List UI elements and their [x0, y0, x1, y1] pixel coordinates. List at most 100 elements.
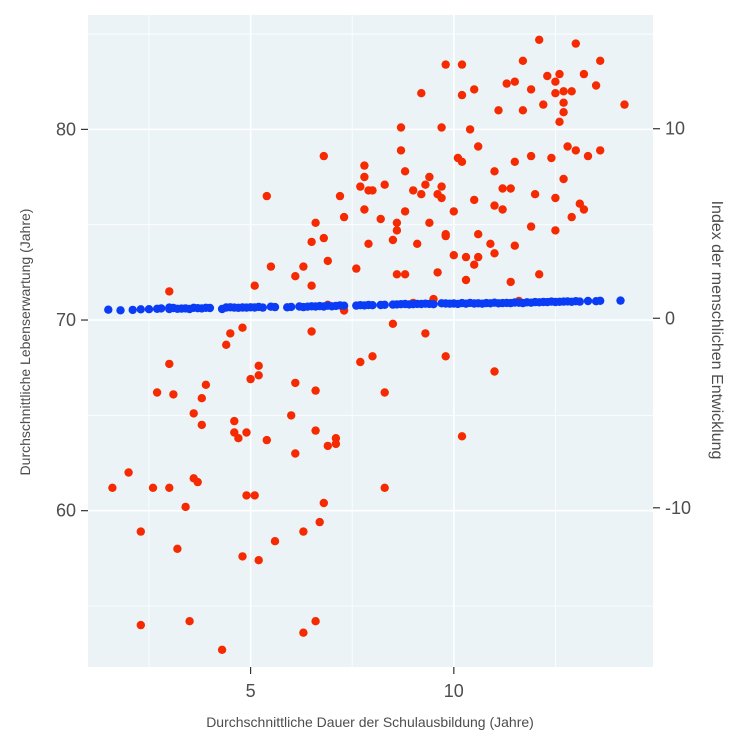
life-expectancy-point — [108, 483, 117, 492]
life-expectancy-point — [242, 428, 251, 437]
life-expectancy-point — [319, 151, 328, 161]
life-expectancy-point — [148, 483, 158, 492]
life-expectancy-point — [400, 270, 410, 279]
life-expectancy-point — [396, 146, 406, 155]
hdi-point — [128, 305, 137, 315]
life-expectancy-point — [360, 161, 369, 170]
life-expectancy-point — [181, 502, 190, 512]
life-expectancy-point — [518, 56, 528, 65]
life-expectancy-point — [555, 117, 564, 127]
life-expectancy-point — [291, 272, 300, 281]
hdi-point — [205, 303, 215, 313]
life-expectancy-point — [197, 420, 206, 430]
life-expectancy-point — [421, 329, 430, 338]
life-expectancy-point — [449, 251, 458, 260]
y-right-tick-label: 10 — [665, 119, 685, 139]
life-expectancy-point — [254, 556, 263, 565]
life-expectancy-point — [567, 87, 576, 96]
life-expectancy-point — [470, 85, 479, 94]
life-expectancy-point — [335, 191, 345, 201]
life-expectancy-point — [368, 186, 377, 195]
life-expectancy-point — [465, 125, 475, 134]
hdi-point — [596, 296, 605, 305]
life-expectancy-point — [165, 483, 174, 492]
life-expectancy-point — [262, 191, 271, 201]
hdi-point — [287, 302, 296, 312]
life-expectancy-point — [437, 182, 446, 191]
life-expectancy-point — [226, 329, 235, 338]
life-expectancy-point — [299, 628, 308, 637]
life-expectancy-point — [388, 319, 398, 328]
life-expectancy-point — [413, 239, 422, 248]
life-expectancy-point — [441, 231, 450, 241]
life-expectancy-point — [400, 207, 410, 216]
life-expectancy-point — [124, 468, 133, 477]
life-expectancy-point — [380, 180, 389, 189]
life-expectancy-point — [596, 146, 605, 155]
life-expectancy-point — [583, 151, 593, 161]
life-expectancy-point — [510, 241, 519, 250]
life-expectancy-point — [457, 432, 467, 441]
life-expectancy-point — [437, 193, 446, 203]
life-expectancy-point — [380, 388, 389, 397]
axis-ticks: 5 10 60 70 80 -10 0 10 — [56, 119, 691, 701]
life-expectancy-point — [551, 77, 560, 86]
life-expectancy-point — [287, 411, 296, 420]
life-expectancy-point — [246, 374, 255, 384]
life-expectancy-point — [238, 552, 247, 561]
life-expectancy-point — [494, 106, 503, 115]
life-expectancy-point — [571, 39, 580, 48]
life-expectancy-point — [307, 327, 316, 336]
x-axis-title: Durchschnittliche Dauer der Schulausbild… — [206, 714, 534, 730]
life-expectancy-point — [250, 281, 259, 290]
life-expectancy-point — [417, 190, 426, 199]
life-expectancy-point — [551, 226, 560, 235]
life-expectancy-point — [254, 361, 263, 370]
life-expectancy-point — [470, 195, 479, 205]
hdi-point — [258, 303, 267, 312]
life-expectancy-point — [530, 190, 540, 199]
life-expectancy-point — [502, 79, 511, 88]
life-expectancy-point — [575, 199, 584, 208]
life-expectancy-point — [425, 172, 434, 182]
life-expectancy-point — [291, 378, 300, 388]
life-expectancy-point — [356, 357, 365, 367]
life-expectancy-point — [165, 359, 174, 369]
life-expectancy-point — [193, 477, 202, 487]
plot-panel — [88, 15, 653, 667]
life-expectancy-point — [474, 142, 483, 151]
life-expectancy-point — [474, 230, 483, 239]
life-expectancy-point — [360, 205, 369, 214]
life-expectancy-point — [441, 352, 450, 361]
x-tick-label: 5 — [246, 681, 256, 701]
life-expectancy-point — [457, 60, 467, 69]
y-left-tick-label: 70 — [56, 310, 76, 330]
life-expectancy-point — [396, 123, 406, 132]
hdi-point — [429, 300, 438, 309]
life-expectancy-point — [299, 262, 308, 271]
life-expectancy-point — [457, 90, 467, 100]
life-expectancy-point — [543, 71, 552, 81]
life-expectancy-point — [291, 449, 300, 458]
y-left-tick-label: 60 — [56, 501, 76, 521]
life-expectancy-point — [400, 167, 410, 176]
hdi-point — [270, 302, 280, 312]
life-expectancy-point — [551, 193, 560, 203]
life-expectancy-point — [315, 517, 324, 527]
hdi-point — [116, 306, 125, 315]
life-expectancy-point — [498, 184, 507, 193]
life-expectancy-point — [461, 252, 471, 262]
life-expectancy-point — [579, 205, 589, 214]
life-expectancy-point — [457, 157, 467, 166]
life-expectancy-point — [376, 214, 385, 224]
life-expectancy-point — [559, 174, 568, 184]
hdi-point — [368, 301, 377, 310]
life-expectancy-point — [197, 394, 206, 403]
hdi-point — [157, 304, 166, 313]
life-expectancy-point — [307, 237, 316, 247]
life-expectancy-point — [368, 352, 377, 361]
life-expectancy-point — [518, 106, 528, 115]
life-expectancy-point — [579, 69, 589, 79]
life-expectancy-point — [262, 435, 271, 445]
life-expectancy-point — [474, 252, 483, 262]
